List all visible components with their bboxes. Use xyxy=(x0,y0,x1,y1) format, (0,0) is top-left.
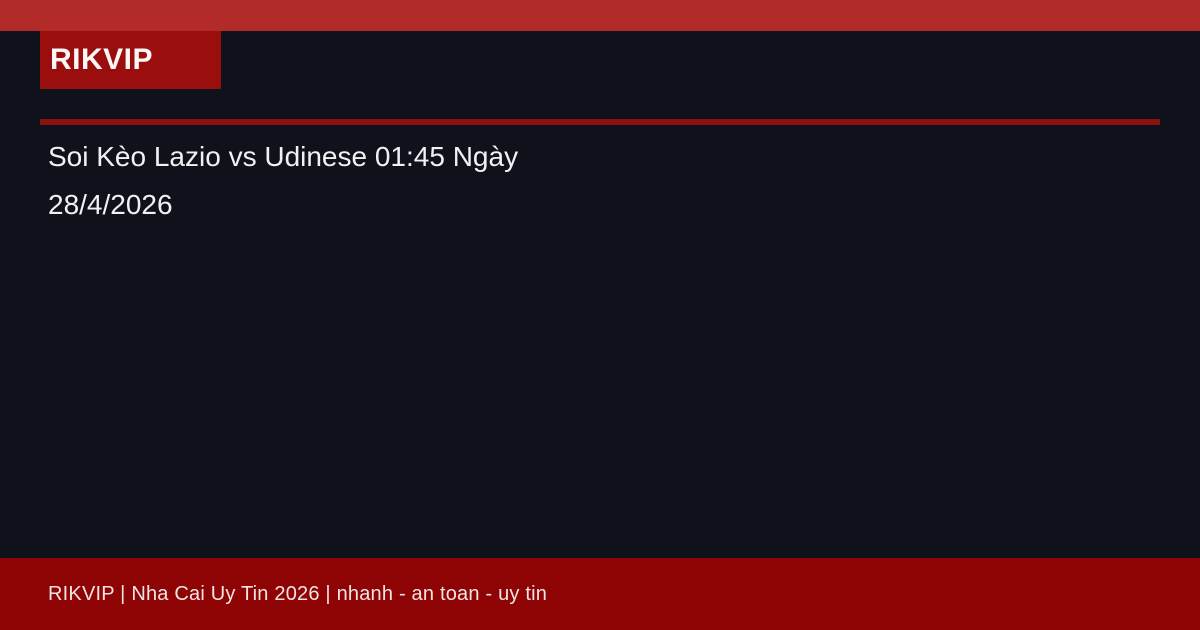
site-logo-text: RIKVIP xyxy=(50,43,154,76)
site-logo: RIKVIP xyxy=(40,31,221,89)
article-title-line2: 28/4/2026 xyxy=(48,189,173,220)
header-divider xyxy=(40,119,1160,125)
footer-tagline: RIKVIP | Nha Cai Uy Tin 2026 | nhanh - a… xyxy=(48,582,548,605)
article-title: Soi Kèo Lazio vs Udinese 01:45 Ngày 28/4… xyxy=(48,133,1140,229)
footer-bar: RIKVIP | Nha Cai Uy Tin 2026 | nhanh - a… xyxy=(0,558,1200,630)
article-title-line1: Soi Kèo Lazio vs Udinese 01:45 Ngày xyxy=(48,141,519,172)
top-accent-bar xyxy=(0,0,1200,31)
